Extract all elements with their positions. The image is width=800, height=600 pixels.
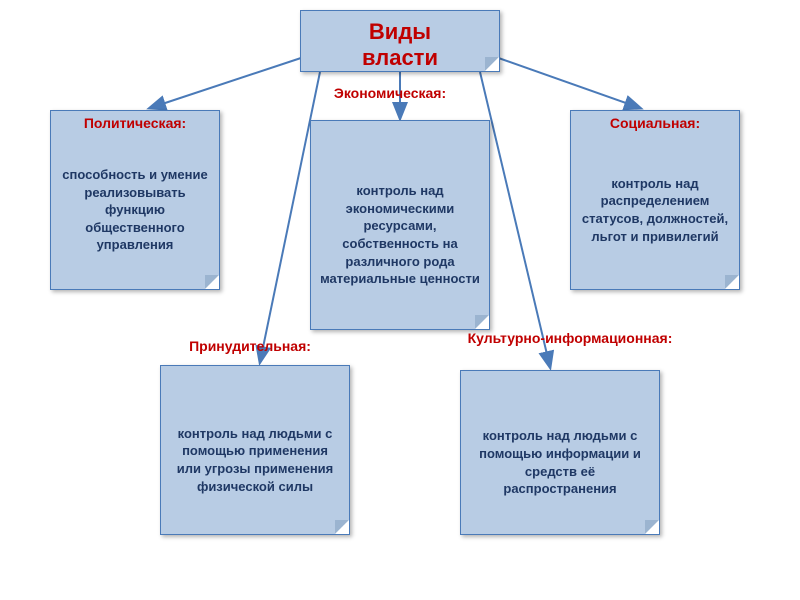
node-desc-economic: контроль над экономическими ресурсами, с… xyxy=(319,182,481,287)
central-title-line1: Виды xyxy=(309,19,491,45)
node-desc-coercive: контроль над людьми с помощью применения… xyxy=(169,425,341,495)
node-desc-social: контроль над распределением статусов, до… xyxy=(579,175,731,245)
node-cultural: контроль над людьми с помощью информации… xyxy=(460,370,660,535)
node-political: способность и умение реализовывать функц… xyxy=(50,110,220,290)
node-label-economic: Экономическая: xyxy=(310,85,470,101)
node-economic: контроль над экономическими ресурсами, с… xyxy=(310,120,490,330)
node-social: контроль над распределением статусов, до… xyxy=(570,110,740,290)
central-title-line2: власти xyxy=(309,45,491,71)
node-label-coercive: Принудительная: xyxy=(150,338,350,354)
node-label-political: Политическая: xyxy=(60,115,210,131)
node-coercive: контроль над людьми с помощью применения… xyxy=(160,365,350,535)
node-label-cultural: Культурно-информационная: xyxy=(450,330,690,346)
node-label-social: Социальная: xyxy=(580,115,730,131)
node-desc-political: способность и умение реализовывать функц… xyxy=(59,166,211,254)
node-desc-cultural: контроль над людьми с помощью информации… xyxy=(469,427,651,497)
central-node: Виды власти xyxy=(300,10,500,72)
